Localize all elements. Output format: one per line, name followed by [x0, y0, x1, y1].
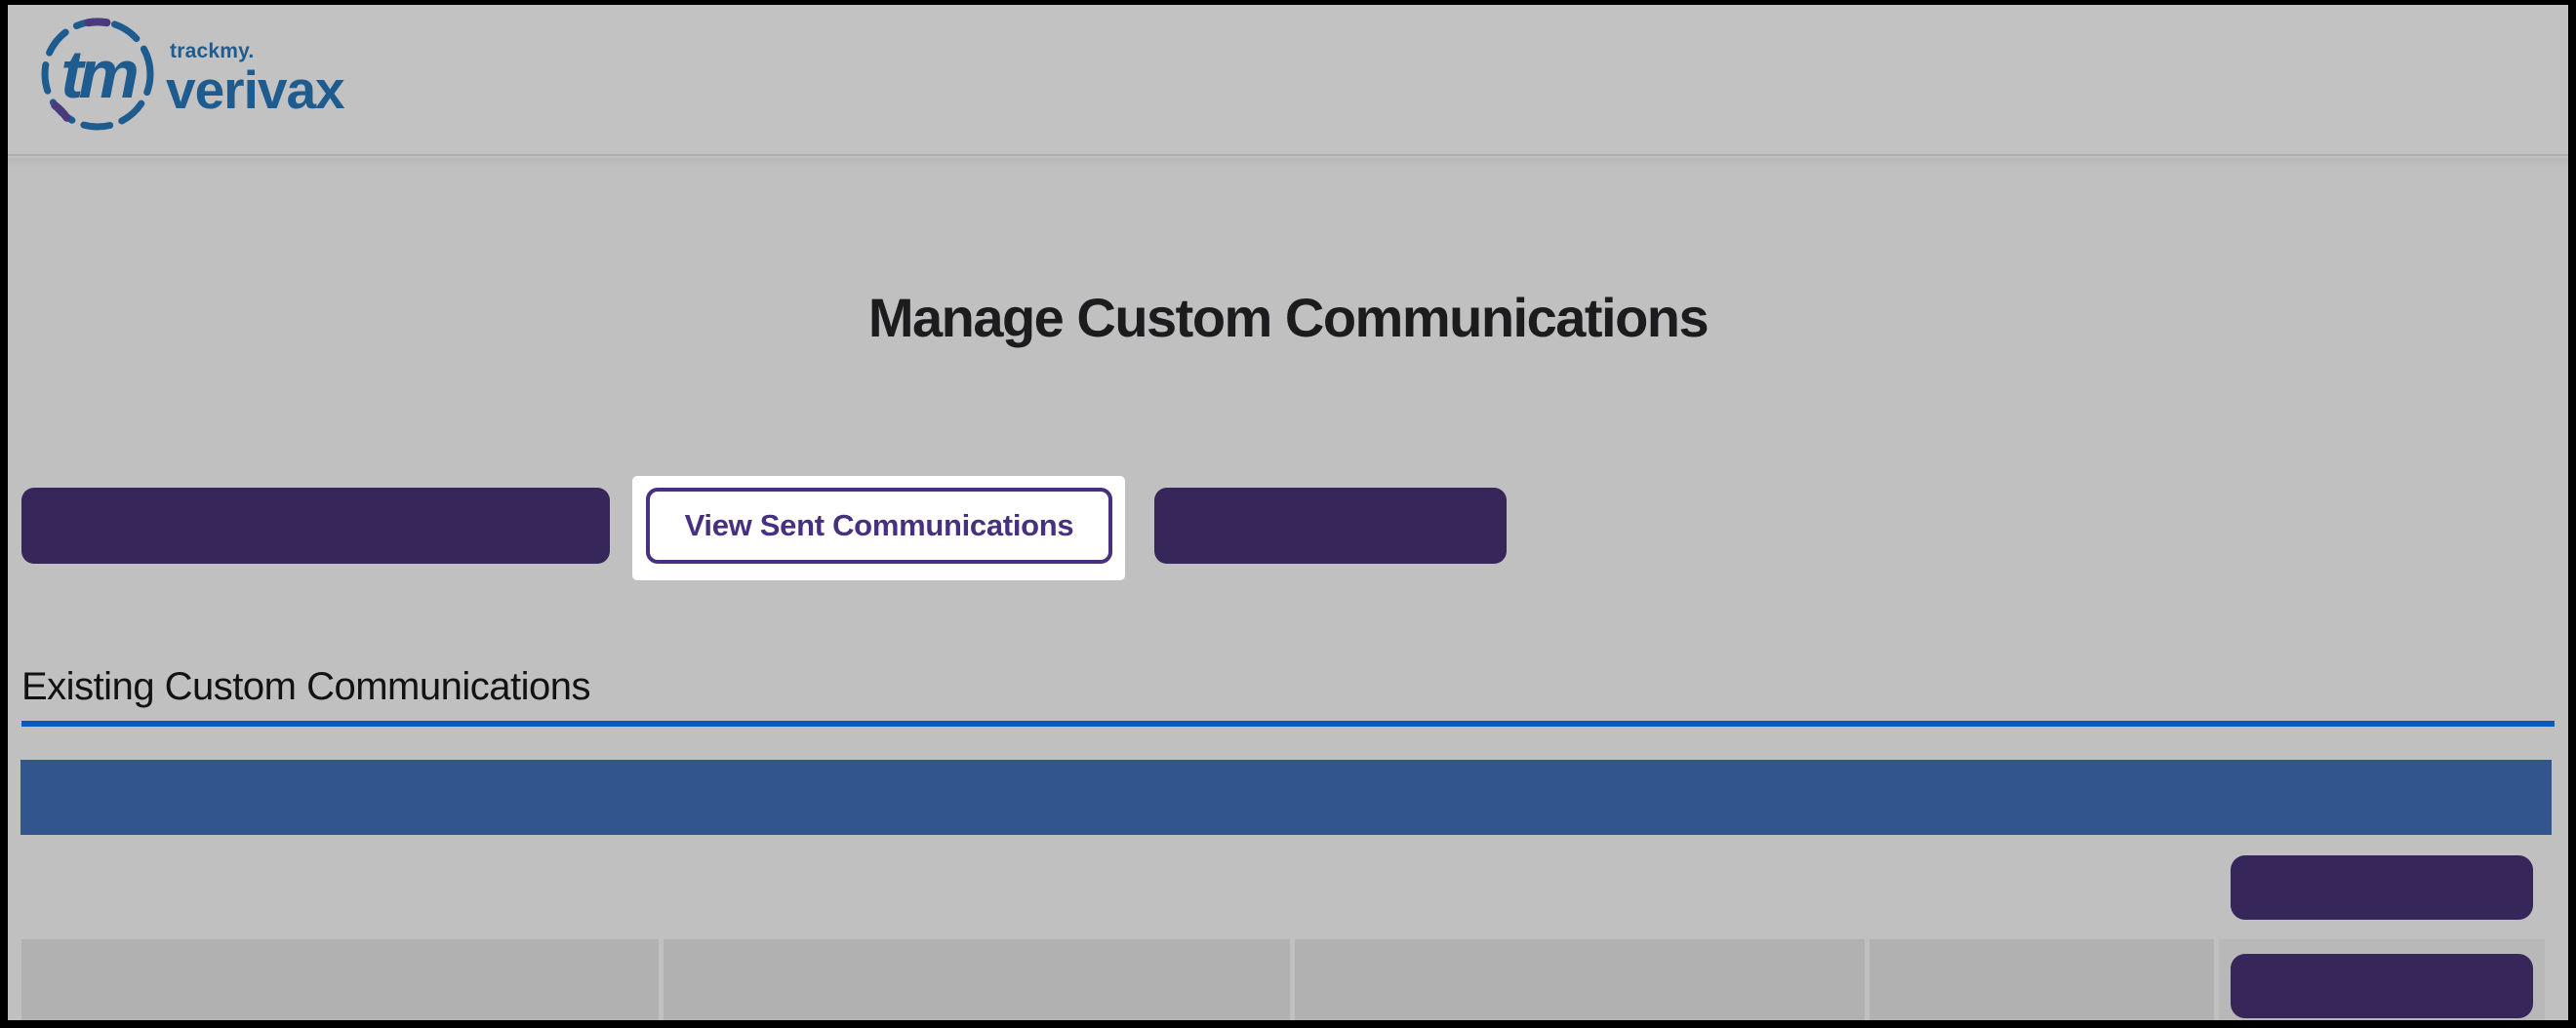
table-cell-1 [21, 939, 659, 1020]
app-page: tm trackmy. verivax Manage Custom Commun… [8, 5, 2568, 1020]
row-action-button-top[interactable] [2231, 855, 2533, 920]
row-action-button-bottom[interactable] [2231, 954, 2533, 1018]
view-sent-communications-button[interactable]: View Sent Communications [646, 488, 1112, 564]
table-header-bar [20, 760, 2552, 835]
table-cell-4 [1870, 939, 2214, 1020]
app-header: tm trackmy. verivax [8, 5, 2568, 156]
table-cell-3 [1295, 939, 1865, 1020]
table-row [21, 939, 2545, 1020]
brand-wordmark: trackmy. verivax [166, 13, 345, 120]
brand-name-text: verivax [166, 59, 345, 120]
svg-text:tm: tm [60, 36, 137, 112]
dimmed-action-button-right[interactable] [1154, 488, 1507, 564]
page-title: Manage Custom Communications [867, 287, 1710, 348]
table-cell-2 [664, 939, 1290, 1020]
brand-logo[interactable]: tm trackmy. verivax [37, 13, 345, 136]
header-shadow [8, 158, 2568, 168]
section-divider-rule [21, 721, 2555, 727]
brand-top-text: trackmy. [170, 40, 255, 62]
dimmed-action-button-left[interactable] [21, 488, 610, 564]
tour-spotlight-highlight: View Sent Communications [632, 476, 1125, 580]
trackmy-monogram-icon: tm [41, 18, 154, 131]
section-heading: Existing Custom Communications [21, 665, 591, 708]
